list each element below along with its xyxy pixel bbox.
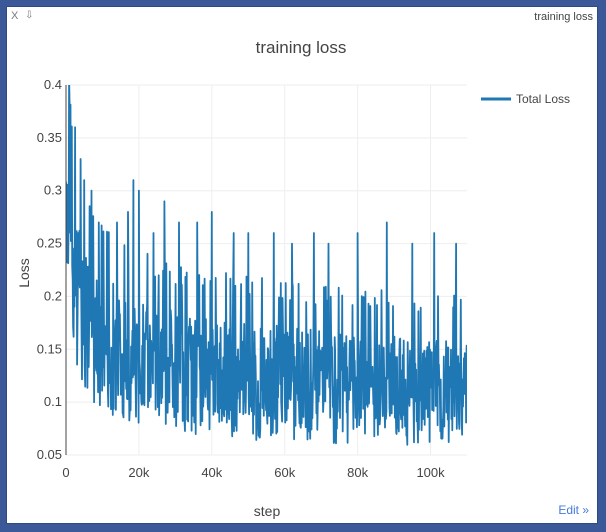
y-tick-label: 0.1 — [44, 394, 62, 409]
x-axis-ticks: 0 20k 40k 60k 80k 100k — [62, 465, 445, 480]
y-axis-ticks: 0.05 0.1 0.15 0.2 0.25 0.3 0.35 0.4 — [37, 77, 62, 462]
y-tick-label: 0.15 — [37, 341, 62, 356]
close-icon[interactable]: X — [11, 10, 19, 22]
x-tick-label: 0 — [62, 465, 69, 480]
legend-label: Total Loss — [516, 92, 570, 106]
window-topbar: X ⇩ training loss — [7, 7, 597, 27]
x-tick-label: 60k — [274, 465, 295, 480]
window-title: training loss — [534, 11, 593, 23]
y-tick-label: 0.35 — [37, 130, 62, 145]
series-line-total-loss — [66, 85, 467, 446]
x-axis-label: step — [254, 503, 281, 519]
chart-window: X ⇩ training loss training loss 0 20k 40k 6… — [6, 6, 598, 524]
y-tick-label: 0.4 — [44, 77, 62, 92]
chart-title: training loss — [256, 38, 347, 57]
loss-chart: training loss 0 20k 40k 60k 80k 100k 0.050.10… — [16, 38, 570, 519]
pin-icon[interactable]: ⇩ — [25, 10, 34, 21]
y-axis-label: Loss — [16, 258, 32, 288]
series-layer — [66, 85, 467, 446]
x-tick-label: 100k — [416, 465, 445, 480]
legend[interactable]: Total Loss — [481, 92, 570, 106]
y-tick-label: 0.2 — [44, 288, 62, 303]
x-tick-label: 80k — [347, 465, 368, 480]
y-tick-label: 0.05 — [37, 447, 62, 462]
x-tick-label: 40k — [201, 465, 222, 480]
y-tick-label: 0.3 — [44, 183, 62, 198]
edit-link[interactable]: Edit » — [558, 503, 589, 517]
y-tick-label: 0.25 — [37, 236, 62, 251]
x-tick-label: 20k — [128, 465, 149, 480]
